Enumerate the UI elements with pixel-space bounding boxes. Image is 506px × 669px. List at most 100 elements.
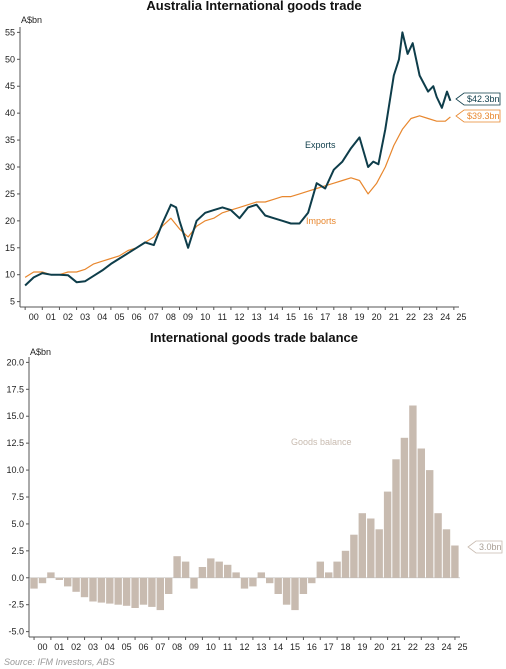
top-x-tick-label: 17 (320, 312, 330, 322)
top-y-tick-label: 25 (5, 189, 15, 199)
bottom-y-tick-label: 0.0 (11, 573, 24, 583)
exports-line (24, 31, 452, 287)
top-x-tick-label: 20 (372, 312, 382, 322)
balance-bar (392, 459, 400, 578)
top-x-tick-label: 04 (97, 312, 107, 322)
balance-bar (131, 577, 139, 608)
top-series-lines (24, 31, 452, 287)
balance-bar (148, 577, 156, 607)
balance-bar (173, 556, 181, 578)
top-x-tick-label: 15 (286, 312, 296, 322)
top-x-tick-label: 21 (389, 312, 399, 322)
bottom-y-tick-label: 2.5 (11, 546, 24, 556)
bottom-x-tick-label: 18 (341, 642, 351, 652)
bottom-x-tick-label: 20 (374, 642, 384, 652)
balance-bar (89, 577, 97, 602)
bottom-x-tick-label: 10 (206, 642, 216, 652)
balance-bar (442, 529, 451, 578)
balance-bar (198, 567, 207, 578)
top-x-tick-label: 06 (132, 312, 142, 322)
balance-bar (139, 577, 148, 605)
balance-series-label: Goods balance (291, 437, 352, 447)
top-y-ticks: 5 10 15 20 25 30 35 40 45 50 55 (5, 27, 20, 307)
balance-bar (400, 437, 409, 578)
top-y-tick-label: 55 (5, 27, 15, 37)
top-x-tick-label: 16 (303, 312, 313, 322)
exports-end-callout: $42.3bn (455, 92, 501, 106)
balance-end-callout: 3.0bn (467, 540, 503, 554)
bottom-y-tick-label: -2.5 (8, 600, 24, 610)
bottom-x-tick-label: 12 (239, 642, 249, 652)
balance-bar (122, 577, 131, 606)
bottom-x-tick-label: 25 (457, 642, 467, 652)
goods-trade-chart: Australia International goods trade A$bn… (5, 0, 501, 322)
bottom-y-axis-label: A$bn (30, 347, 51, 357)
balance-bar (240, 577, 249, 589)
balance-bar (434, 513, 442, 578)
source-note: Source: IFM Investors, ABS (4, 657, 115, 667)
top-x-tick-label: 18 (337, 312, 347, 322)
balance-bar (156, 577, 164, 611)
top-x-tick-label: 19 (355, 312, 365, 322)
bottom-x-tick-label: 16 (307, 642, 317, 652)
bottom-y-tick-label: 15.0 (6, 411, 24, 421)
bottom-x-tick-label: 01 (54, 642, 64, 652)
top-y-tick-label: 45 (5, 81, 15, 91)
top-y-tick-label: 30 (5, 162, 15, 172)
top-x-tick-label: 13 (252, 312, 262, 322)
balance-bar (106, 577, 114, 604)
top-x-tick-label: 02 (63, 312, 73, 322)
balance-bar (291, 577, 299, 611)
bottom-x-tick-label: 13 (256, 642, 266, 652)
balance-bar (350, 534, 358, 578)
top-x-tick-label: 01 (46, 312, 56, 322)
balance-bar (426, 470, 434, 578)
bottom-x-tick-label: 17 (324, 642, 334, 652)
top-y-tick-label: 35 (5, 135, 15, 145)
top-y-tick-label: 10 (5, 270, 15, 280)
balance-bar (165, 577, 173, 594)
balance-bar (215, 561, 223, 578)
top-y-tick-label: 50 (5, 54, 15, 64)
bottom-x-ticks: 00 01 02 03 04 05 06 07 08 09 10 11 12 13 14 15 16 17 18 19… (33, 637, 467, 652)
top-x-tick-label: 11 (218, 312, 227, 322)
balance-bar (341, 550, 350, 578)
top-x-tick-label: 22 (406, 312, 416, 322)
balance-bar (224, 564, 232, 578)
exports-end-label: $42.3bn (467, 94, 500, 104)
top-x-tick-label: 08 (166, 312, 176, 322)
balance-bar (249, 577, 257, 587)
bottom-y-tick-label: 17.5 (6, 384, 24, 394)
balance-bar (325, 572, 333, 578)
balance-bar (451, 545, 459, 578)
bottom-x-tick-label: 09 (189, 642, 199, 652)
balance-bar (64, 577, 72, 587)
balance-bar (417, 448, 425, 578)
bottom-x-tick-label: 03 (88, 642, 98, 652)
imports-end-callout: $39.3bn (455, 109, 501, 123)
top-x-tick-label: 03 (80, 312, 90, 322)
balance-bar (207, 558, 215, 578)
balance-bar (47, 572, 55, 578)
bottom-x-tick-label: 11 (223, 642, 232, 652)
imports-line (24, 115, 451, 278)
bottom-x-tick-label: 21 (391, 642, 401, 652)
bottom-y-ticks: -5.0 -2.5 0.0 2.5 5.0 7.5 10.0 12.5 15.0 17.5 20.0 (6, 357, 460, 637)
balance-bar (114, 577, 122, 605)
bottom-x-tick-label: 00 (37, 642, 47, 652)
top-y-tick-label: 40 (5, 108, 15, 118)
balance-bar (274, 577, 282, 594)
bottom-y-tick-label: -5.0 (8, 627, 24, 637)
top-x-tick-label: 09 (183, 312, 193, 322)
bottom-x-tick-label: 08 (172, 642, 182, 652)
balance-bar (308, 577, 316, 584)
top-y-axis-label: A$bn (21, 15, 42, 25)
bottom-x-tick-label: 07 (155, 642, 165, 652)
balance-bar (38, 577, 47, 584)
bottom-y-tick-label: 7.5 (11, 492, 24, 502)
bottom-y-tick-label: 20.0 (6, 357, 24, 367)
balance-bar (299, 577, 308, 594)
balance-bar (316, 561, 324, 578)
bottom-x-tick-label: 14 (273, 642, 283, 652)
